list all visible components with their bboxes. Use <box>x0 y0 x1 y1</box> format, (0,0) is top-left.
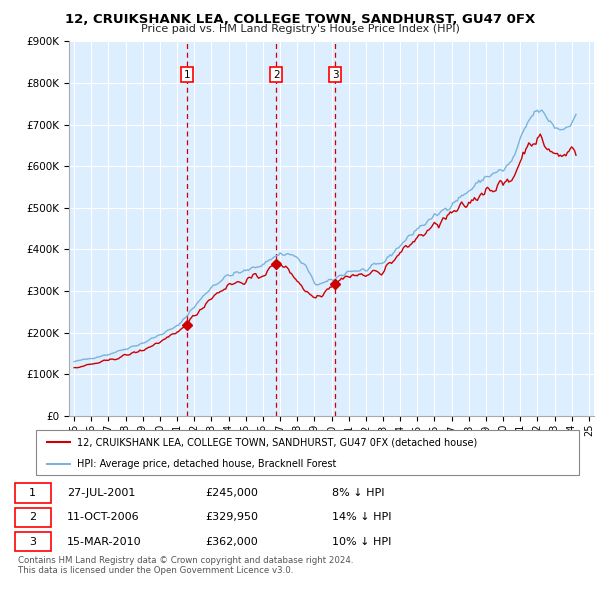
Text: 12, CRUIKSHANK LEA, COLLEGE TOWN, SANDHURST, GU47 0FX: 12, CRUIKSHANK LEA, COLLEGE TOWN, SANDHU… <box>65 13 535 26</box>
FancyBboxPatch shape <box>15 532 50 551</box>
Text: 2: 2 <box>273 70 280 80</box>
FancyBboxPatch shape <box>15 507 50 527</box>
Text: 1: 1 <box>29 488 36 498</box>
Text: 3: 3 <box>29 537 36 546</box>
Text: 1: 1 <box>184 70 190 80</box>
Text: Contains HM Land Registry data © Crown copyright and database right 2024.
This d: Contains HM Land Registry data © Crown c… <box>18 556 353 575</box>
Text: 12, CRUIKSHANK LEA, COLLEGE TOWN, SANDHURST, GU47 0FX (detached house): 12, CRUIKSHANK LEA, COLLEGE TOWN, SANDHU… <box>77 437 477 447</box>
FancyBboxPatch shape <box>15 483 50 503</box>
Text: 3: 3 <box>332 70 338 80</box>
Text: 8% ↓ HPI: 8% ↓ HPI <box>332 488 384 498</box>
Text: HPI: Average price, detached house, Bracknell Forest: HPI: Average price, detached house, Brac… <box>77 459 336 468</box>
Text: £329,950: £329,950 <box>205 512 258 522</box>
Text: £245,000: £245,000 <box>205 488 258 498</box>
Text: 10% ↓ HPI: 10% ↓ HPI <box>332 537 391 546</box>
Text: 15-MAR-2010: 15-MAR-2010 <box>67 537 142 546</box>
Text: 27-JUL-2001: 27-JUL-2001 <box>67 488 135 498</box>
Text: 14% ↓ HPI: 14% ↓ HPI <box>332 512 391 522</box>
Text: 2: 2 <box>29 512 36 522</box>
Text: £362,000: £362,000 <box>205 537 258 546</box>
Text: 11-OCT-2006: 11-OCT-2006 <box>67 512 139 522</box>
Text: Price paid vs. HM Land Registry's House Price Index (HPI): Price paid vs. HM Land Registry's House … <box>140 24 460 34</box>
